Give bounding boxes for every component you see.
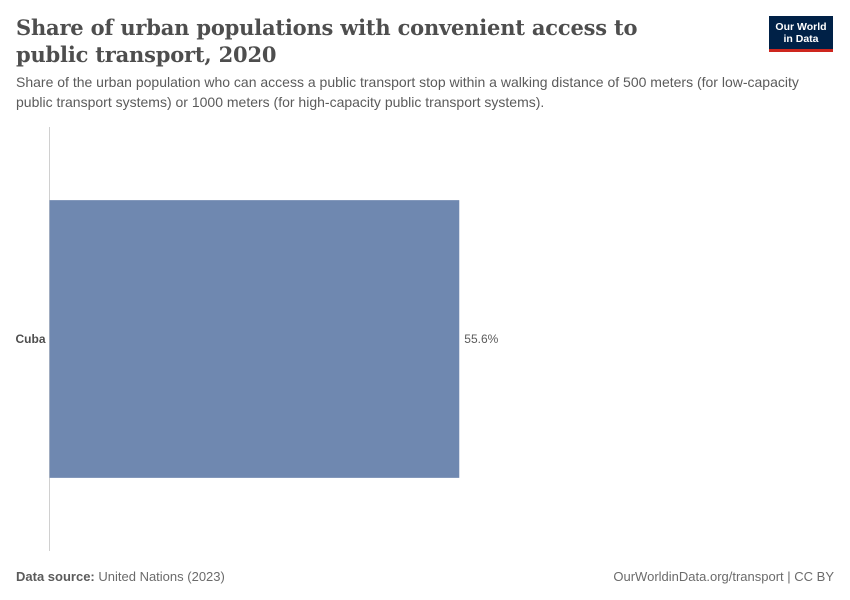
logo-line-1: Our World [775,20,827,33]
bar-cuba[interactable] [49,200,460,478]
data-source-value: United Nations (2023) [98,569,225,584]
chart-title: Share of urban populations with convenie… [16,15,638,67]
footer-link[interactable]: OurWorldinData.org/transport | CC BY [613,569,834,584]
chart-subtitle: Share of the urban population who can ac… [16,74,799,110]
data-source-label: Data source: [16,569,95,584]
logo-line-2: in Data [783,32,819,45]
owid-logo[interactable]: Our World in Data [769,16,833,52]
category-label: Cuba [16,332,46,346]
value-label: 55.6% [464,332,498,346]
bars-layer: Cuba 55.6% [16,200,499,478]
data-source: Data source: United Nations (2023) [16,569,225,584]
